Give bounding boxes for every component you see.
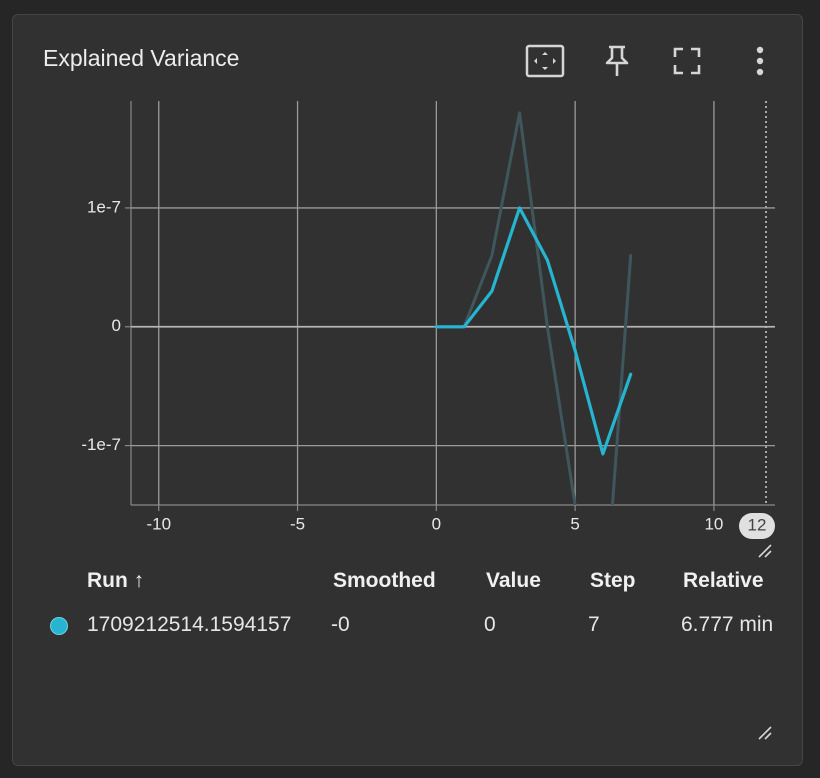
run-color-swatch [50,617,68,635]
card-resize-handle[interactable] [757,725,773,741]
chart-card: Explained Variance -10 -5 0 5 10 12 1e-7 0 -1e-7… [12,14,803,766]
chart-resize-handle[interactable] [757,543,773,559]
y-tick-label: -1e-7 [81,435,121,454]
x-edge-pill [739,513,775,539]
header-smoothed[interactable]: Smoothed [333,569,436,592]
header-value[interactable]: Value [486,569,541,592]
header-run[interactable]: Run ↑ [87,569,145,592]
more-vert-icon [756,46,764,76]
fullscreen-icon [673,47,701,75]
cell-smoothed: -0 [331,613,350,636]
card-title: Explained Variance [43,45,240,71]
x-tick-label: -10 [146,514,171,533]
header-step[interactable]: Step [590,569,636,592]
fit-domain-button[interactable] [523,41,567,81]
pin-button[interactable] [595,41,639,81]
y-tick-label: 1e-7 [87,197,121,216]
cell-relative: 6.777 min [681,613,774,636]
raw-series-line [434,111,633,505]
y-tick-label: 0 [112,316,121,335]
header-relative[interactable]: Relative [683,569,764,592]
x-tick-label: 10 [704,514,723,533]
cell-value: 0 [484,613,496,636]
x-tick-label: 5 [570,514,579,533]
fullscreen-button[interactable] [665,41,709,81]
more-options-button[interactable] [738,41,782,81]
cell-run: 1709212514.1594157 [87,613,292,636]
fit-domain-icon [525,44,565,78]
plot-area [434,111,633,505]
smoothed-series-line [434,206,633,456]
x-tick-label: -5 [290,514,305,533]
chart-plot[interactable]: -10 -5 0 5 10 12 1e-7 0 -1e-7 [13,15,804,555]
x-tick-label: 0 [432,514,441,533]
pin-icon [605,45,629,76]
cell-step: 7 [588,613,600,636]
x-edge-label: 12 [748,515,767,534]
